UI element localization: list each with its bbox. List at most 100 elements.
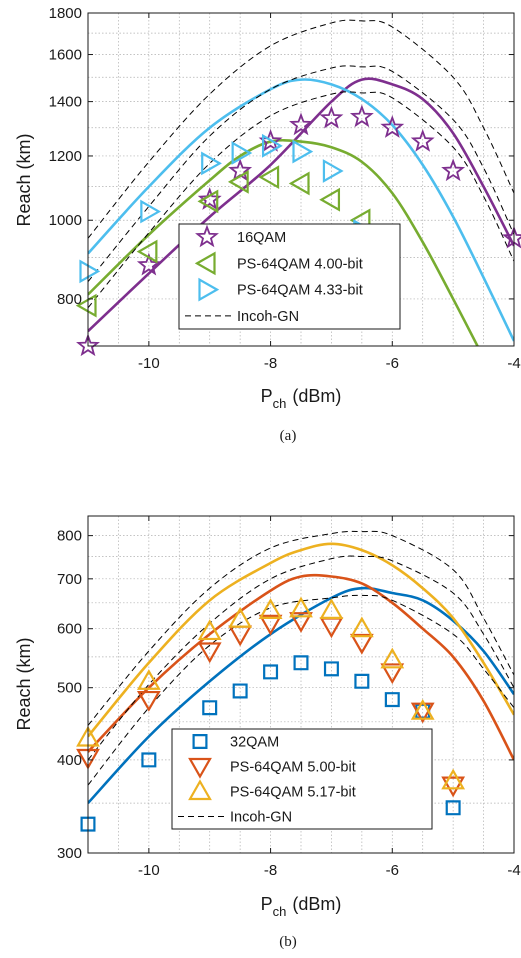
chart-b-legend: 32QAM PS-64QAM 5.00-bit PS-64QAM 5.17-bit I… xyxy=(171,728,433,830)
chart-a-legend-swatch xyxy=(194,251,216,276)
chart-b-marker-square xyxy=(323,661,339,677)
chart-b-ytick-label: 500 xyxy=(57,680,82,697)
chart-a-ytick-label: 800 xyxy=(57,291,82,308)
chart-a-incoh-gn-line-5 xyxy=(88,91,514,309)
chart-b-xtick-label: -4 xyxy=(507,862,520,879)
chart-b-marker-triangle-up xyxy=(441,768,466,790)
chart-a-marker-triangle-left xyxy=(197,189,219,214)
chart-b-xtick-label: -8 xyxy=(264,862,277,879)
chart-b-xlabel-main: P xyxy=(261,894,273,914)
chart-b: -10 -8 -6 -4 300 400 500 600 700 800 32QAM PS-64QA… xyxy=(14,515,521,950)
chart-a-ylabel: Reach (km) xyxy=(14,133,34,226)
chart-b-caption: (b) xyxy=(279,934,297,950)
chart-b-ticks: -10 -8 -6 -4 300 400 500 600 700 800 xyxy=(57,516,521,879)
chart-b-marker-triangle-up xyxy=(258,598,283,619)
chart-b-legend-box xyxy=(171,728,433,830)
chart-b-incoh-gn-line-3 xyxy=(88,530,514,726)
chart-a-legend-label: Incoh-GN xyxy=(237,309,299,325)
chart-b-marker-triangle-up xyxy=(349,616,374,638)
chart-a-xtick-label: -8 xyxy=(264,355,277,372)
chart-b-marker-triangle-down xyxy=(441,776,466,798)
chart-a-marker-triangle-right xyxy=(201,151,222,176)
chart-b-marker-square xyxy=(80,816,96,832)
chart-b-series-line-1 xyxy=(88,573,514,761)
chart-a-marker-triangle-right xyxy=(322,159,344,183)
chart-b-ytick-label: 400 xyxy=(57,752,82,769)
chart-a-marker-star xyxy=(410,128,435,152)
chart-a-marker-triangle-right xyxy=(261,133,283,158)
chart-a-xlabel-sub: ch xyxy=(273,396,287,411)
chart-b-xlabel-sub: ch xyxy=(273,904,287,919)
chart-b-legend-label: 32QAM xyxy=(230,735,279,751)
chart-b-marker-triangle-up xyxy=(289,596,313,618)
chart-a-legend: 16QAM PS-64QAM 4.00-bit PS-64QAM 4.33-bit I… xyxy=(178,223,401,330)
chart-b-legend-label: PS-64QAM 5.17-bit xyxy=(230,785,356,801)
chart-b-ytick-label: 800 xyxy=(57,528,82,545)
chart-a-marker-triangle-left xyxy=(227,169,249,194)
chart-a-caption: (a) xyxy=(280,428,297,444)
chart-b-xlabel-unit: (dBm) xyxy=(292,894,341,914)
chart-b-legend-label: Incoh-GN xyxy=(230,810,292,826)
chart-a-legend-label: PS-64QAM 4.00-bit xyxy=(237,256,363,272)
chart-b-xtick-label: -6 xyxy=(386,862,399,879)
chart-b-marker-square xyxy=(263,664,279,680)
chart-a-marker-triangle-left xyxy=(136,239,158,264)
chart-b-ytick-label: 300 xyxy=(57,845,82,862)
chart-a-legend-box xyxy=(178,223,401,330)
chart-a-marker-star xyxy=(319,105,344,129)
chart-b-marker-triangle-down xyxy=(380,663,405,685)
chart-a-series-line-2 xyxy=(88,78,514,342)
chart-b-frame xyxy=(87,515,515,854)
chart-a-marker-star xyxy=(380,115,405,138)
chart-b-ytick-label: 700 xyxy=(57,571,82,588)
chart-b-legend-swatch xyxy=(192,734,208,749)
chart-a-legend-label: 16QAM xyxy=(237,230,286,246)
chart-b-marker-square xyxy=(445,800,461,816)
chart-a-ytick-label: 1200 xyxy=(49,148,82,165)
chart-a-ytick-label: 1600 xyxy=(49,47,82,64)
chart-b-lines xyxy=(88,530,514,804)
chart-a-marker-star xyxy=(441,158,466,182)
chart-a-incoh-gn-line-3 xyxy=(88,19,514,239)
chart-b-ylabel: Reach (km) xyxy=(14,637,34,730)
chart-b-marker-square xyxy=(202,700,218,716)
chart-b-marker-square xyxy=(354,673,370,689)
chart-a-frame xyxy=(87,12,515,347)
chart-b-marker-square xyxy=(141,752,157,768)
chart-b-marker-triangle-up xyxy=(380,647,405,669)
chart-a-marker-star xyxy=(289,112,313,136)
chart-b-marker-triangle-down xyxy=(258,614,283,636)
chart-a-ytick-label: 1800 xyxy=(49,5,82,22)
chart-a-xtick-label: -6 xyxy=(386,355,399,372)
chart-a-marker-star xyxy=(349,104,374,128)
chart-a-ytick-label: 1000 xyxy=(49,212,82,229)
chart-b-xlabel: Pch (dBm) xyxy=(261,894,342,919)
chart-b-legend-swatch xyxy=(188,779,212,801)
chart-a-legend-swatch xyxy=(195,224,219,248)
chart-b-marker-triangle-down xyxy=(136,690,161,712)
chart-b-marker-triangle-down xyxy=(410,702,435,724)
chart-a-marker-triangle-left xyxy=(258,165,280,190)
chart-b-marker-triangle-up xyxy=(228,606,253,628)
chart-a-marker-triangle-left xyxy=(319,187,341,212)
chart-b-marker-square xyxy=(232,683,248,699)
chart-a: -10 -8 -6 -4 800 1000 1200 1400 1600 1800 16QAM PS… xyxy=(14,5,521,444)
chart-b-marker-triangle-down xyxy=(197,642,222,664)
chart-a-marker-triangle-right xyxy=(231,141,253,165)
chart-b-xtick-label: -10 xyxy=(138,862,160,879)
chart-b-marker-triangle-up xyxy=(410,698,435,720)
chart-b-legend-swatch xyxy=(188,757,212,779)
chart-a-legend-swatch xyxy=(198,277,220,302)
chart-a-incoh-gn-line-4 xyxy=(88,65,514,283)
chart-b-legend-label: PS-64QAM 5.00-bit xyxy=(230,760,356,776)
chart-a-marker-triangle-right xyxy=(292,139,314,164)
chart-a-xtick-label: -4 xyxy=(507,355,520,372)
chart-a-ytick-label: 1400 xyxy=(49,94,82,111)
chart-a-markers xyxy=(75,104,521,357)
chart-b-marker-triangle-up xyxy=(197,619,222,641)
chart-a-xlabel-main: P xyxy=(261,386,273,406)
chart-a-marker-triangle-left xyxy=(75,293,97,318)
chart-a-series-line-1 xyxy=(88,138,479,346)
chart-a-marker-star xyxy=(76,333,100,357)
chart-a-marker-triangle-left xyxy=(288,171,310,196)
